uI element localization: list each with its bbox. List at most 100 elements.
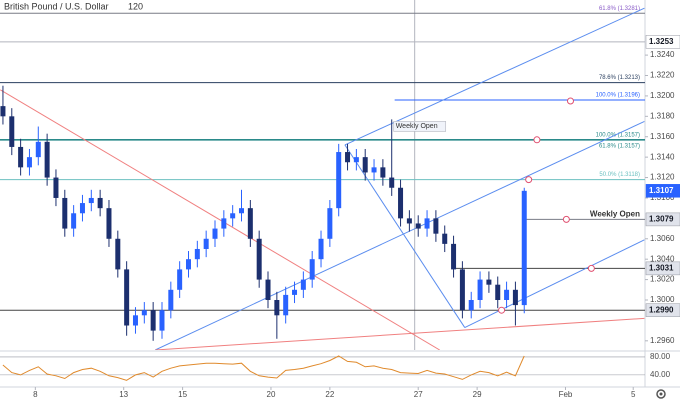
candle-body bbox=[53, 177, 59, 198]
candle-body bbox=[106, 208, 112, 239]
candle-body bbox=[398, 187, 404, 219]
marker bbox=[587, 264, 595, 272]
overlay: 1.3240 1.3220 1.3200 1.3180 1.3160 1.3140 1.31… bbox=[33, 35, 680, 399]
chart-title: British Pound / U.S. Dollar bbox=[4, 1, 109, 11]
y-tick-label: 1.2960 bbox=[650, 336, 675, 345]
candle-body bbox=[345, 152, 351, 163]
rsi-line bbox=[2, 355, 525, 381]
candle-body bbox=[35, 141, 41, 158]
x-tick-label: 20 bbox=[267, 390, 276, 399]
candle-body bbox=[185, 259, 191, 270]
candle-body bbox=[283, 294, 289, 316]
candle-body bbox=[389, 177, 395, 188]
candle-body bbox=[177, 269, 183, 290]
candle-body bbox=[433, 218, 439, 234]
settings-icon[interactable] bbox=[656, 389, 666, 399]
marker bbox=[525, 176, 533, 184]
candle-body bbox=[212, 228, 218, 239]
candle-body bbox=[9, 116, 15, 147]
trendline bbox=[155, 317, 645, 350]
x-tick-label: Feb bbox=[559, 390, 573, 399]
candle-body bbox=[459, 269, 465, 311]
candle-body bbox=[265, 279, 271, 300]
candle-body bbox=[256, 238, 262, 280]
y-tick-label: 1.3060 bbox=[650, 234, 675, 243]
candle-body bbox=[406, 218, 412, 224]
candle-body bbox=[221, 218, 227, 229]
candle-body bbox=[521, 190, 527, 306]
level-label: 61.8% (1.3157) bbox=[599, 143, 640, 149]
level-label: Weekly Open bbox=[590, 209, 640, 218]
y-tick-label: 1.3120 bbox=[650, 173, 675, 182]
candle-body bbox=[141, 310, 147, 316]
price-tag-label: 1.3253 bbox=[649, 37, 674, 46]
candle-body bbox=[124, 269, 130, 326]
candle-body bbox=[336, 152, 342, 209]
candle-body bbox=[504, 289, 510, 300]
candle-body bbox=[300, 279, 306, 290]
x-tick-label: 8 bbox=[33, 390, 38, 399]
x-tick-label: 22 bbox=[325, 390, 334, 399]
x-tick-label: 15 bbox=[178, 390, 187, 399]
trendline bbox=[0, 89, 440, 350]
candle-body bbox=[477, 279, 483, 300]
candle-body bbox=[309, 259, 315, 280]
main-pane: 61.8% (1.3281) 78.6% (1.3213) 100.0% (1.31… bbox=[0, 0, 645, 350]
trendline bbox=[155, 120, 645, 350]
candle-body bbox=[327, 208, 333, 239]
candle-body bbox=[292, 289, 298, 295]
y-tick-label: 1.3180 bbox=[650, 111, 675, 120]
candle-body bbox=[132, 315, 138, 326]
candle-body bbox=[79, 203, 85, 214]
price-tag bbox=[645, 184, 680, 198]
x-tick-label: 27 bbox=[414, 390, 423, 399]
candle-body bbox=[486, 279, 492, 285]
price-tag bbox=[645, 35, 680, 49]
candle-body bbox=[194, 248, 200, 260]
candle-body bbox=[62, 197, 68, 229]
marker bbox=[533, 136, 541, 144]
candle-body bbox=[371, 167, 377, 173]
y-tick-label: 1.3040 bbox=[650, 254, 675, 263]
y-tick-label: 1.3240 bbox=[650, 50, 675, 59]
rsi-tick-label: 80.00 bbox=[650, 352, 671, 361]
price-tag bbox=[645, 212, 680, 227]
candle-body bbox=[203, 238, 209, 249]
candle-body bbox=[44, 141, 50, 178]
trendline bbox=[464, 239, 645, 329]
candle-body bbox=[468, 300, 474, 311]
annotation: Weekly Open bbox=[396, 123, 438, 130]
candle-body bbox=[451, 243, 457, 270]
candle-body bbox=[97, 197, 103, 209]
candle-body bbox=[168, 289, 174, 311]
candle-body bbox=[18, 146, 24, 168]
interval: 120 bbox=[128, 1, 143, 11]
level-label: 78.6% (1.3213) bbox=[599, 75, 640, 81]
candle-body bbox=[495, 284, 501, 300]
candle-body bbox=[239, 208, 245, 214]
annotation-box bbox=[393, 121, 447, 132]
candle-body bbox=[353, 157, 359, 163]
price-tag bbox=[645, 303, 680, 317]
candle-body bbox=[247, 208, 253, 239]
candle-body bbox=[442, 233, 448, 244]
marker bbox=[562, 215, 570, 223]
candle-body bbox=[0, 106, 6, 117]
candle-body bbox=[88, 197, 94, 204]
price-tag-label: 1.3031 bbox=[649, 263, 674, 272]
x-tick-label: 13 bbox=[119, 390, 128, 399]
candle-body bbox=[424, 218, 430, 229]
candle-body bbox=[274, 300, 280, 316]
candle-body bbox=[159, 310, 165, 331]
marker bbox=[498, 306, 506, 314]
y-tick-label: 1.3100 bbox=[650, 193, 675, 202]
candle-body bbox=[380, 167, 386, 178]
y-tick-label: 1.3020 bbox=[650, 275, 675, 284]
candle-body bbox=[362, 157, 368, 173]
price-tag-label: 1.3107 bbox=[649, 186, 674, 195]
y-tick-label: 1.3160 bbox=[650, 132, 675, 141]
price-tag bbox=[645, 261, 680, 276]
candle-body bbox=[26, 157, 32, 168]
x-tick-label: 29 bbox=[473, 390, 482, 399]
